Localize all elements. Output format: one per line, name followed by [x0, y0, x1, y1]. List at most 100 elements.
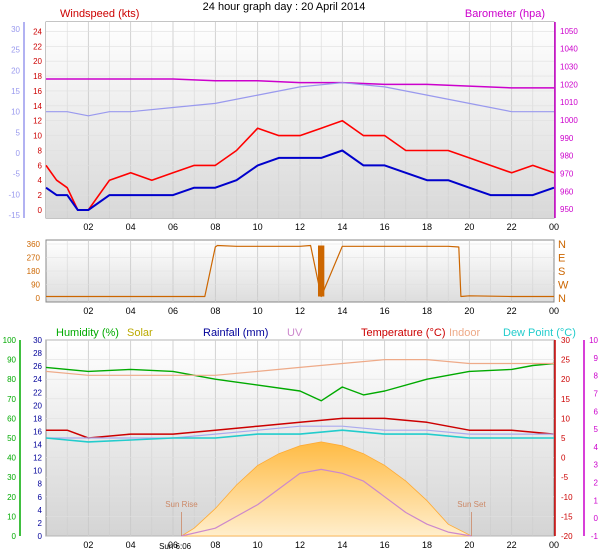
rain-y-tick-4: 4 — [38, 506, 43, 515]
dir-x-tick-18: 18 — [422, 306, 432, 316]
dir-y-tick-180: 180 — [27, 267, 41, 276]
wind-temp-tick-25: 25 — [11, 46, 20, 55]
temp-x-tick-18: 18 — [422, 540, 432, 550]
baro-y-tick-1050: 1050 — [560, 27, 578, 36]
wind-y-tick-6: 6 — [38, 161, 43, 170]
wind-temp-tick--5: -5 — [13, 170, 21, 179]
wind-y-tick-8: 8 — [38, 146, 43, 155]
dir-compass-S-2: S — [558, 266, 565, 278]
wind-x-tick-18: 18 — [422, 222, 432, 232]
wind-temp-tick-10: 10 — [11, 108, 20, 117]
hum-y-tick-20: 20 — [7, 493, 16, 502]
temp-x-tick-10: 10 — [253, 540, 263, 550]
dir-x-tick-08: 08 — [210, 306, 220, 316]
hum-y-tick-0: 0 — [12, 532, 17, 541]
wind-y-tick-24: 24 — [33, 27, 42, 36]
series-dewpoint — [45, 429, 554, 443]
hum-y-tick-70: 70 — [7, 395, 16, 404]
direction-series — [46, 244, 554, 298]
dir-x-tick-22: 22 — [507, 306, 517, 316]
dew-y-tick-8: 8 — [594, 372, 599, 381]
temp-y-tick-25: 25 — [561, 356, 570, 365]
dew-y-tick-10: 10 — [589, 336, 598, 345]
rain-y-tick-22: 22 — [33, 388, 42, 397]
dew-y-tick-9: 9 — [594, 354, 599, 363]
temp-y-tick--20: -20 — [561, 532, 573, 541]
temp-y-tick-5: 5 — [561, 434, 566, 443]
wind-panel: 024681012141618202224-15-10-505101520253… — [8, 8, 578, 232]
wind-grid — [46, 22, 554, 218]
baro-y-tick-950: 950 — [560, 205, 574, 214]
baro-y-tick-990: 990 — [560, 134, 574, 143]
dir-compass-W-1: W — [558, 280, 569, 292]
wind-y-tick-18: 18 — [33, 72, 42, 81]
dew-y-tick-6: 6 — [594, 407, 599, 416]
sun-time-label: Sun 6:06 — [159, 542, 192, 551]
dir-x-tick-16: 16 — [380, 306, 390, 316]
dir-x-tick-04: 04 — [126, 306, 136, 316]
dir-x-tick-02: 02 — [83, 306, 93, 316]
wind-temp-tick-20: 20 — [11, 66, 20, 75]
dir-x-tick-14: 14 — [337, 306, 347, 316]
page-title: 24 hour graph day : 20 April 2014 — [203, 1, 366, 13]
wind-y-tick-0: 0 — [38, 206, 43, 215]
rain-y-tick-6: 6 — [38, 493, 43, 502]
hum-y-tick-100: 100 — [3, 336, 17, 345]
series-uv-line — [46, 425, 554, 439]
temp-x-tick-08: 08 — [210, 540, 220, 550]
baro-y-tick-980: 980 — [560, 152, 574, 161]
series-avg — [45, 149, 555, 211]
dir-compass-E-3: E — [558, 253, 565, 265]
temp-y-tick-10: 10 — [561, 414, 570, 423]
dir-y-tick-0: 0 — [36, 294, 41, 303]
dir-compass-N-0: N — [558, 293, 566, 305]
wind-x-tick-04: 04 — [126, 222, 136, 232]
dir-y-tick-270: 270 — [27, 254, 41, 263]
temp-x-tick-04: 04 — [126, 540, 136, 550]
temp-x-tick-16: 16 — [380, 540, 390, 550]
hum-y-tick-10: 10 — [7, 512, 16, 521]
dir-compass-N-4: N — [558, 239, 566, 251]
wind-series — [45, 78, 555, 211]
wind-x-tick-08: 08 — [210, 222, 220, 232]
temp-y-tick--5: -5 — [561, 473, 569, 482]
series-temperature — [46, 417, 555, 439]
baro-y-tick-960: 960 — [560, 187, 574, 196]
temp-x-tick-02: 02 — [83, 540, 93, 550]
dir-y-tick-360: 360 — [27, 240, 41, 249]
hum-y-tick-40: 40 — [7, 454, 16, 463]
baro-y-tick-1000: 1000 — [560, 116, 578, 125]
wind-y-tick-4: 4 — [38, 176, 43, 185]
dir-x-tick-10: 10 — [253, 306, 263, 316]
dew-y-tick-7: 7 — [594, 389, 599, 398]
temp-y-tick--15: -15 — [561, 512, 573, 521]
wind-axes: 024681012141618202224-15-10-505101520253… — [8, 22, 578, 232]
rain-y-tick-24: 24 — [33, 375, 42, 384]
rain-y-tick-20: 20 — [33, 401, 42, 410]
baro-y-tick-1030: 1030 — [560, 63, 578, 72]
temperature-series — [45, 359, 555, 537]
rain-y-tick-12: 12 — [33, 454, 42, 463]
rain-y-tick-2: 2 — [38, 519, 43, 528]
rain-y-tick-18: 18 — [33, 414, 42, 423]
wind-x-tick-16: 16 — [380, 222, 390, 232]
wind-temp-tick--10: -10 — [8, 190, 20, 199]
wind-y-tick-10: 10 — [33, 132, 42, 141]
rainfall-legend: Rainfall (mm) — [203, 327, 268, 339]
rain-y-tick-16: 16 — [33, 427, 42, 436]
rain-y-tick-26: 26 — [33, 362, 42, 371]
windspeed-legend: Windspeed (kts) — [60, 8, 139, 20]
series-gust — [45, 119, 555, 211]
baro-y-tick-1020: 1020 — [560, 80, 578, 89]
hum-y-tick-30: 30 — [7, 473, 16, 482]
temp-y-tick-20: 20 — [561, 375, 570, 384]
temperature-axes: -20-15-10-505101520253001020304050607080… — [3, 336, 599, 551]
rain-y-tick-8: 8 — [38, 480, 43, 489]
dew-y-tick-3: 3 — [594, 461, 599, 470]
temp-y-tick-30: 30 — [561, 336, 570, 345]
dir-x-tick-06: 06 — [168, 306, 178, 316]
wind-y-tick-12: 12 — [33, 117, 42, 126]
temp-x-tick-20: 20 — [464, 540, 474, 550]
